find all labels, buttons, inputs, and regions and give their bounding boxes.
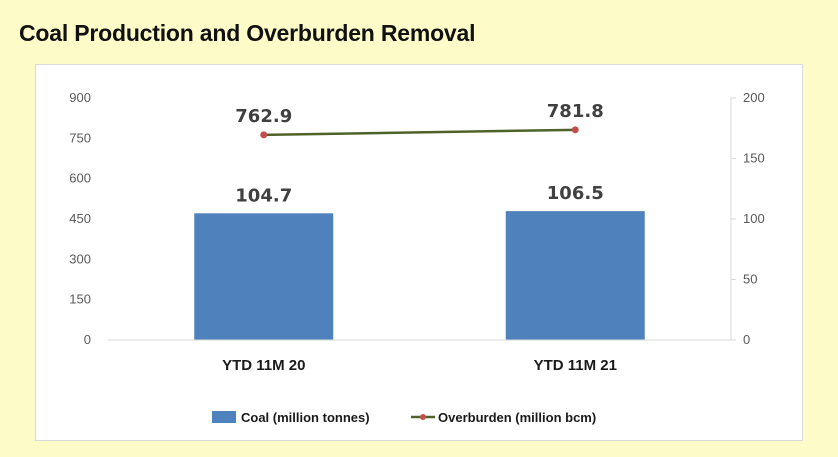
overburden-point — [260, 131, 268, 139]
x-category-label: YTD 11M 21 — [534, 357, 617, 374]
y-tick-label: 600 — [69, 171, 91, 186]
overburden-data-label: 762.9 — [235, 106, 292, 127]
legend-label-overburden: Overburden (million bcm) — [438, 410, 596, 425]
y-secondary-tick-label: 150 — [743, 151, 765, 166]
overburden-point — [571, 126, 579, 134]
y-secondary-tick-label: 0 — [743, 332, 750, 347]
legend-label-coal: Coal (million tonnes) — [241, 410, 370, 425]
x-axis: YTD 11M 20 YTD 11M 21 — [222, 357, 617, 374]
y-axis-primary: 0 150 300 450 600 750 900 — [69, 90, 91, 347]
coal-bar — [194, 213, 334, 340]
legend-marker-overburden — [420, 414, 426, 420]
y-axis-secondary: 0 50 100 150 200 — [730, 90, 765, 347]
bar-series — [194, 211, 645, 340]
chart-title: Coal Production and Overburden Removal — [19, 20, 476, 46]
y-secondary-tick-label: 100 — [743, 211, 765, 226]
y-tick-label: 900 — [69, 90, 91, 105]
line-series — [260, 126, 579, 139]
coal-data-label: 106.5 — [547, 183, 604, 204]
y-secondary-tick-label: 200 — [743, 90, 765, 105]
coal-bar — [505, 211, 645, 340]
legend: Coal (million tonnes) Overburden (million… — [212, 410, 596, 425]
coal-data-label: 104.7 — [235, 185, 292, 206]
chart-area: 0 150 300 450 600 750 900 0 50 100 150 200 104.7 10… — [35, 64, 803, 441]
overburden-line — [263, 128, 576, 137]
y-tick-label: 300 — [69, 251, 91, 266]
y-tick-label: 150 — [69, 292, 91, 307]
data-labels: 104.7 106.5 762.9 781.8 — [235, 101, 603, 206]
y-tick-label: 450 — [69, 211, 91, 226]
y-secondary-tick-label: 50 — [743, 272, 757, 287]
y-tick-label: 750 — [69, 130, 91, 145]
overburden-data-label: 781.8 — [547, 101, 604, 122]
legend-swatch-coal — [212, 411, 236, 423]
y-tick-label: 0 — [84, 332, 91, 347]
x-category-label: YTD 11M 20 — [222, 357, 305, 374]
